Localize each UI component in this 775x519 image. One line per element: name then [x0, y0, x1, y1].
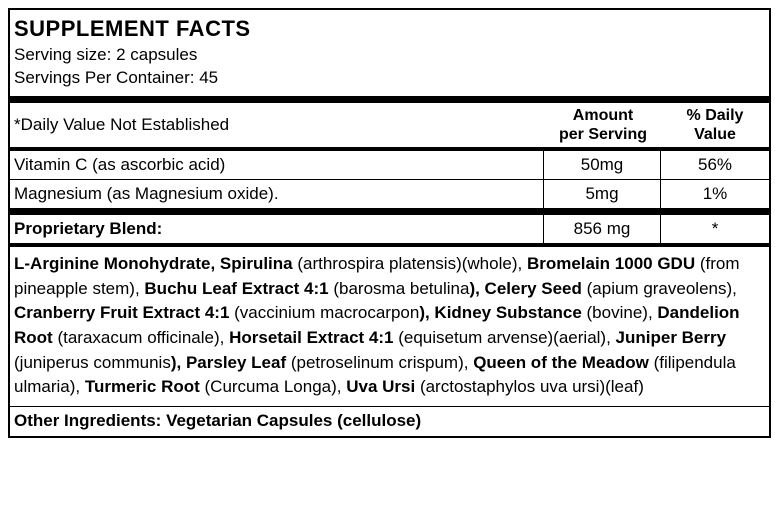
amount-header-l2: per Serving [559, 125, 647, 144]
ingredient-bold: ), Kidney Substance [419, 303, 581, 322]
ingredient-bold: L-Arginine Monohydrate, Spirulina [14, 254, 293, 273]
nutrient-row: Vitamin C (as ascorbic acid) 50mg 56% [10, 151, 769, 179]
ingredient-detail: (arctostaphylos uva ursi)(leaf) [415, 377, 644, 396]
ingredient-bold: Juniper Berry [616, 328, 727, 347]
rule-thick-1 [10, 96, 769, 103]
servings-per-container-value: 45 [199, 68, 218, 87]
nutrient-row: Magnesium (as Magnesium oxide). 5mg 1% [10, 180, 769, 208]
proprietary-label: Proprietary Blend: [10, 215, 543, 243]
serving-size-label: Serving size: [14, 45, 111, 64]
ingredient-bold: Uva Ursi [346, 377, 415, 396]
supplement-facts-panel: SUPPLEMENT FACTS Serving size: 2 capsule… [8, 8, 771, 438]
serving-size-value: 2 capsules [116, 45, 197, 64]
nutrient-name: Vitamin C (as ascorbic acid) [10, 151, 543, 179]
proprietary-row: Proprietary Blend: 856 mg * [10, 215, 769, 243]
column-header-row: *Daily Value Not Established Amount per … [10, 103, 769, 147]
dv-note: *Daily Value Not Established [10, 103, 545, 147]
dv-header: % Daily Value [661, 103, 769, 147]
ingredient-detail: (Curcuma Longa), [200, 377, 346, 396]
amount-header: Amount per Serving [545, 103, 661, 147]
nutrient-name: Magnesium (as Magnesium oxide). [10, 180, 543, 208]
ingredient-detail: (taraxacum officinale), [53, 328, 229, 347]
ingredient-bold: Bromelain 1000 GDU [527, 254, 695, 273]
title: SUPPLEMENT FACTS [14, 14, 763, 44]
ingredient-detail: (vaccinium macrocarpon [229, 303, 419, 322]
ingredient-bold: Turmeric Root [85, 377, 200, 396]
proprietary-dv: * [660, 215, 769, 243]
ingredient-detail: (arthrospira platensis)(whole), [293, 254, 527, 273]
ingredient-bold: Queen of the Meadow [473, 353, 649, 372]
header-block: SUPPLEMENT FACTS Serving size: 2 capsule… [10, 10, 769, 96]
ingredient-bold: Buchu Leaf Extract 4:1 [144, 279, 328, 298]
servings-per-container: Servings Per Container: 45 [14, 67, 763, 90]
proprietary-amount: 856 mg [543, 215, 660, 243]
dv-header-l1: % Daily [687, 106, 744, 125]
nutrient-dv: 56% [660, 151, 769, 179]
servings-per-container-label: Servings Per Container: [14, 68, 194, 87]
proprietary-ingredients: L-Arginine Monohydrate, Spirulina (arthr… [10, 247, 769, 406]
nutrient-amount: 50mg [543, 151, 660, 179]
ingredient-bold: ), Parsley Leaf [171, 353, 286, 372]
serving-size: Serving size: 2 capsules [14, 44, 763, 67]
ingredient-detail: (juniperus communis [14, 353, 171, 372]
ingredient-bold: ), Celery Seed [469, 279, 581, 298]
nutrient-amount: 5mg [543, 180, 660, 208]
ingredient-bold: Horsetail Extract 4:1 [229, 328, 393, 347]
rule-thick-2 [10, 208, 769, 215]
dv-header-l2: Value [694, 125, 736, 144]
nutrient-dv: 1% [660, 180, 769, 208]
ingredient-detail: (bovine), [582, 303, 658, 322]
ingredient-detail: (barosma betulina [329, 279, 470, 298]
ingredient-detail: (apium graveolens), [582, 279, 737, 298]
ingredient-detail: (petroselinum crispum), [286, 353, 473, 372]
other-ingredients: Other Ingredients: Vegetarian Capsules (… [10, 406, 769, 436]
ingredient-detail: (equisetum arvense)(aerial), [394, 328, 616, 347]
ingredient-bold: Cranberry Fruit Extract 4:1 [14, 303, 229, 322]
amount-header-l1: Amount [573, 106, 633, 125]
